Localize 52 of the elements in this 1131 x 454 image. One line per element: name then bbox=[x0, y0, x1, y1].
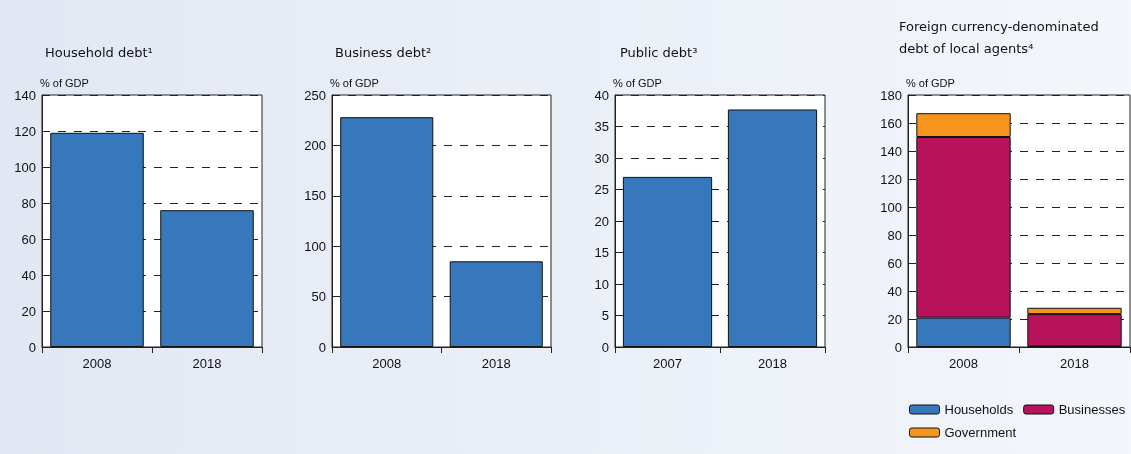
y-tick-label: 100 bbox=[880, 199, 902, 215]
legend-label: Households bbox=[944, 402, 1014, 417]
y-tick-label: 60 bbox=[21, 231, 36, 247]
y-tick-label: 0 bbox=[318, 339, 326, 355]
y-tick-label: 20 bbox=[594, 213, 609, 229]
legend-label: Government bbox=[944, 425, 1017, 440]
y-axis-title: % of GDP bbox=[906, 77, 955, 90]
y-tick-label: 60 bbox=[887, 255, 902, 271]
y-axis-title: % of GDP bbox=[613, 77, 662, 90]
y-tick-label: 140 bbox=[14, 87, 36, 103]
x-tick-label: 2008 bbox=[82, 356, 112, 371]
y-tick-label: 120 bbox=[880, 171, 902, 187]
y-tick-label: 80 bbox=[21, 195, 36, 211]
x-tick-label: 2018 bbox=[481, 356, 511, 371]
y-tick-label: 40 bbox=[594, 87, 609, 103]
chart-title: Foreign currency-denominated debt of local agents⁴ bbox=[899, 18, 1099, 56]
y-tick-label: 160 bbox=[880, 115, 902, 131]
y-tick-label: 15 bbox=[594, 245, 609, 260]
y-tick-label: 5 bbox=[601, 308, 609, 323]
y-tick-label: 10 bbox=[594, 276, 609, 292]
y-tick-label: 80 bbox=[887, 227, 902, 243]
x-tick-label: 2018 bbox=[1060, 356, 1089, 371]
y-axis-title: % of GDP bbox=[330, 77, 379, 90]
chart-title: Public debt³ bbox=[620, 44, 698, 60]
y-tick-label: 100 bbox=[14, 159, 36, 175]
x-tick-label: 2008 bbox=[372, 356, 402, 371]
y-tick-label: 250 bbox=[304, 87, 326, 103]
y-tick-label: 180 bbox=[880, 87, 902, 103]
y-tick-label: 200 bbox=[304, 137, 326, 153]
y-tick-label: 100 bbox=[304, 238, 326, 254]
y-tick-label: 50 bbox=[311, 289, 326, 305]
y-tick-label: 35 bbox=[594, 119, 609, 134]
y-tick-label: 20 bbox=[21, 303, 36, 319]
y-tick-label: 40 bbox=[21, 267, 36, 283]
y-tick-label: 0 bbox=[601, 339, 609, 355]
x-tick-label: 2007 bbox=[653, 356, 682, 371]
y-tick-label: 120 bbox=[14, 123, 36, 139]
y-tick-label: 40 bbox=[887, 283, 902, 299]
legend-label: Businesses bbox=[1058, 402, 1126, 417]
y-tick-label: 25 bbox=[594, 182, 609, 197]
y-tick-label: 140 bbox=[880, 143, 902, 159]
y-tick-label: 0 bbox=[28, 339, 36, 355]
y-tick-label: 0 bbox=[894, 339, 902, 355]
y-tick-label: 150 bbox=[304, 188, 326, 204]
y-axis-title: % of GDP bbox=[40, 77, 89, 90]
chart-title: Business debt² bbox=[335, 44, 432, 60]
y-tick-label: 20 bbox=[887, 311, 902, 327]
y-tick-label: 30 bbox=[594, 150, 609, 166]
x-tick-label: 2008 bbox=[949, 356, 978, 371]
chart-title: Household debt¹ bbox=[45, 44, 153, 60]
x-tick-label: 2018 bbox=[758, 356, 787, 371]
x-tick-label: 2018 bbox=[192, 356, 222, 371]
